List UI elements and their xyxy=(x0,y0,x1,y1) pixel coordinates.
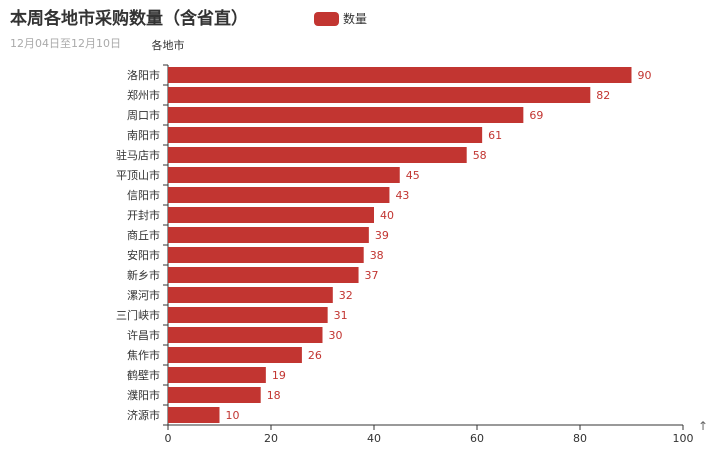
x-tick-label: 100 xyxy=(673,432,694,445)
data-label: 26 xyxy=(308,349,322,362)
legend-swatch[interactable] xyxy=(314,12,339,26)
data-label: 43 xyxy=(395,189,409,202)
legend-label[interactable]: 数量 xyxy=(343,11,367,26)
bar[interactable] xyxy=(168,387,261,403)
y-tick-label: 济源市 xyxy=(127,408,160,422)
x-tick-label: 40 xyxy=(367,432,381,445)
y-tick-label: 信阳市 xyxy=(127,188,160,202)
legend[interactable]: 数量 xyxy=(314,11,367,26)
y-tick-label: 周口市 xyxy=(127,108,160,122)
y-tick-label: 鹤壁市 xyxy=(127,368,160,382)
up-arrow-icon[interactable]: ↑ xyxy=(698,419,708,433)
y-tick-label: 安阳市 xyxy=(127,248,160,262)
data-label: 61 xyxy=(488,129,502,142)
bar[interactable] xyxy=(168,207,374,223)
y-axis-name: 各地市 xyxy=(152,38,185,52)
bar[interactable] xyxy=(168,167,400,183)
y-tick-label: 洛阳市 xyxy=(127,68,160,82)
bar[interactable] xyxy=(168,347,302,363)
bar[interactable] xyxy=(168,287,333,303)
data-label: 10 xyxy=(226,409,240,422)
bar[interactable] xyxy=(168,187,390,203)
y-tick-label: 南阳市 xyxy=(127,128,160,142)
data-label: 58 xyxy=(473,149,487,162)
bar[interactable] xyxy=(168,367,266,383)
bar[interactable] xyxy=(168,127,483,143)
y-tick-label: 平顶山市 xyxy=(116,168,160,182)
data-label: 39 xyxy=(375,229,389,242)
data-label: 90 xyxy=(638,69,652,82)
y-tick-label: 驻马店市 xyxy=(116,148,160,162)
data-label: 18 xyxy=(267,389,281,402)
y-tick-label: 郑州市 xyxy=(127,88,160,102)
bar[interactable] xyxy=(168,67,632,83)
x-tick-label: 80 xyxy=(573,432,587,445)
bar[interactable] xyxy=(168,407,220,423)
plot-area: 0 20 40 60 80 100 洛阳市 90 郑州市 82 周口市 69 南阳市 61 驻马店市 58 平顶… xyxy=(116,64,694,445)
bar[interactable] xyxy=(168,267,359,283)
data-label: 38 xyxy=(370,249,384,262)
bar[interactable] xyxy=(168,327,323,343)
data-label: 45 xyxy=(406,169,420,182)
bar[interactable] xyxy=(168,227,369,243)
bar[interactable] xyxy=(168,87,591,103)
y-tick-label: 漯河市 xyxy=(127,288,160,302)
x-tick-label: 60 xyxy=(470,432,484,445)
bar[interactable] xyxy=(168,107,524,123)
data-label: 69 xyxy=(529,109,543,122)
data-label: 30 xyxy=(329,329,343,342)
y-tick-label: 商丘市 xyxy=(127,228,160,242)
data-label: 32 xyxy=(339,289,353,302)
data-label: 31 xyxy=(334,309,348,322)
x-tick-label: 0 xyxy=(165,432,172,445)
y-tick-label: 新乡市 xyxy=(127,268,160,282)
bar[interactable] xyxy=(168,247,364,263)
y-tick-label: 焦作市 xyxy=(127,348,160,362)
y-tick-label: 濮阳市 xyxy=(127,388,160,402)
x-tick-label: 20 xyxy=(264,432,278,445)
bar[interactable] xyxy=(168,307,328,323)
y-tick-label: 许昌市 xyxy=(127,328,160,342)
data-label: 40 xyxy=(380,209,394,222)
chart-subtitle: 12月04日至12月10日 xyxy=(10,37,121,50)
data-label: 19 xyxy=(272,369,286,382)
y-tick-label: 三门峡市 xyxy=(116,308,160,322)
y-tick-label: 开封市 xyxy=(127,208,160,222)
chart-title: 本周各地市采购数量（含省直） xyxy=(10,8,248,29)
data-label: 82 xyxy=(596,89,610,102)
bar[interactable] xyxy=(168,147,467,163)
data-label: 37 xyxy=(365,269,379,282)
